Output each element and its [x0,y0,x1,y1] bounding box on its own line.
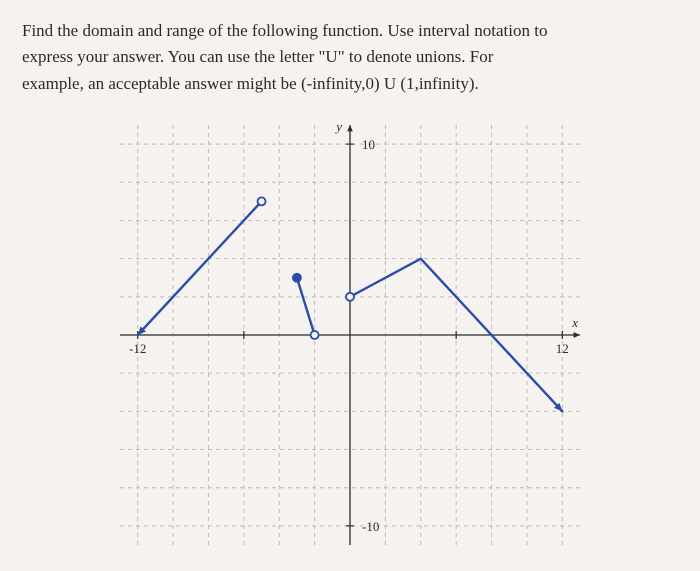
svg-text:x: x [571,315,578,330]
question-text: Find the domain and range of the followi… [22,18,678,97]
chart-container: y x12 -12 10 -10 [22,115,678,555]
question-line-2: express your answer. You can use the let… [22,47,493,66]
svg-text:-12: -12 [129,341,146,356]
function-graph: y x12 -12 10 -10 [90,115,610,555]
svg-text:-10: -10 [362,519,379,534]
svg-text:12: 12 [556,341,569,356]
question-line-1: Find the domain and range of the followi… [22,21,547,40]
svg-text:10: 10 [362,137,375,152]
question-line-3: example, an acceptable answer might be (… [22,74,479,93]
svg-text:y: y [334,119,342,134]
